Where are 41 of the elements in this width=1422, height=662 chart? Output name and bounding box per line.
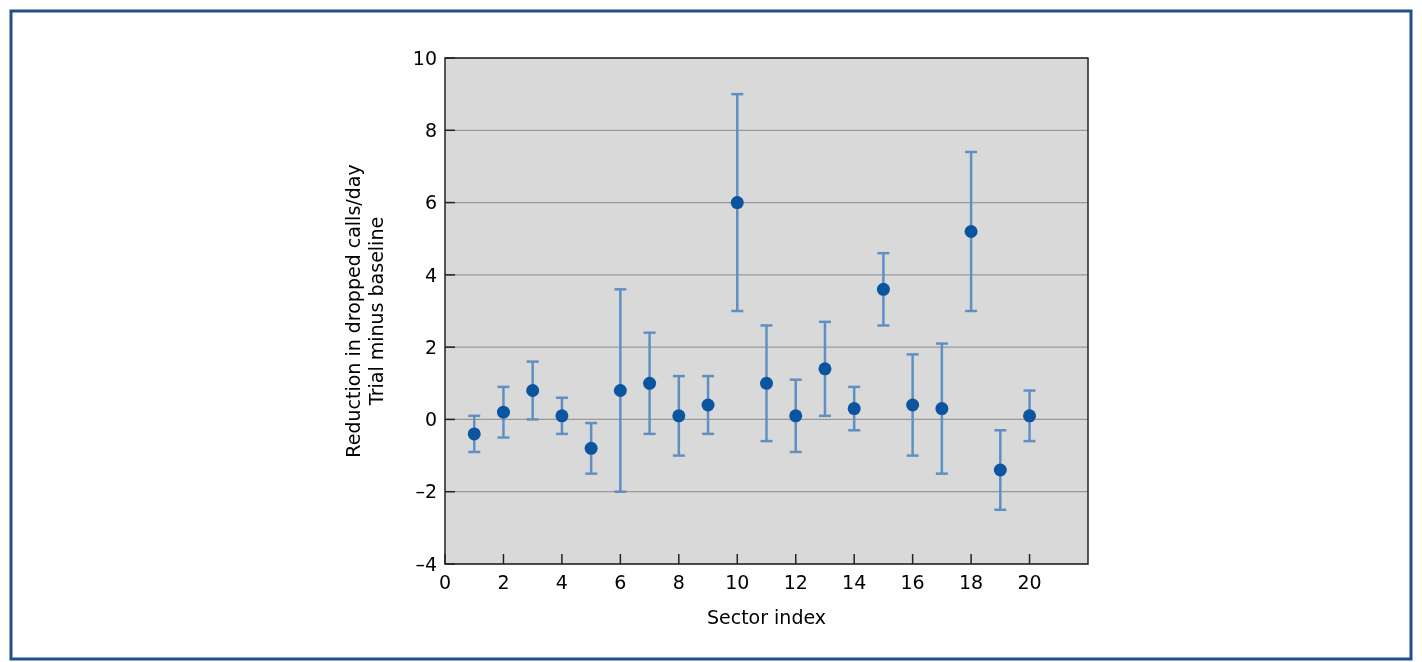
point — [701, 398, 715, 412]
x-tick-label: 14 — [842, 571, 867, 593]
point — [467, 427, 481, 441]
y-tick-label: –2 — [415, 480, 437, 503]
point — [730, 196, 744, 210]
point — [672, 409, 686, 423]
point — [935, 402, 949, 416]
y-axis-title: Reduction in dropped calls/day Trial minus baseline — [342, 164, 388, 458]
point — [613, 384, 627, 398]
x-tick-label: 4 — [555, 571, 568, 593]
point — [1023, 409, 1037, 423]
x-tick-label: 6 — [614, 571, 627, 593]
y-tick-label: 0 — [424, 408, 437, 431]
y-tick-label: 10 — [412, 46, 437, 69]
point — [906, 398, 920, 412]
x-tick-label: 20 — [1017, 571, 1042, 593]
point — [643, 376, 657, 390]
y-tick-label: 2 — [424, 335, 437, 358]
y-tick-label: 4 — [424, 263, 437, 286]
x-tick-label: 2 — [497, 571, 510, 593]
point — [496, 405, 510, 419]
point — [993, 463, 1007, 477]
point — [526, 384, 540, 398]
point — [555, 409, 569, 423]
y-tick-label: 8 — [424, 118, 437, 141]
point — [818, 362, 832, 376]
point — [584, 441, 598, 455]
x-tick-label: 8 — [672, 571, 685, 593]
x-tick-label: 12 — [783, 571, 808, 593]
y-tick-label: –4 — [415, 552, 437, 575]
x-tick-label: 0 — [438, 571, 452, 593]
x-tick-label: 10 — [725, 571, 750, 593]
x-tick-label: 18 — [959, 571, 984, 593]
point — [876, 282, 890, 296]
point — [964, 224, 978, 238]
point — [847, 402, 861, 416]
point — [760, 376, 773, 390]
y-tick-label: 6 — [424, 191, 437, 214]
point — [789, 409, 803, 423]
x-tick-label: 16 — [900, 571, 925, 593]
x-axis-title: Sector index — [706, 606, 827, 628]
